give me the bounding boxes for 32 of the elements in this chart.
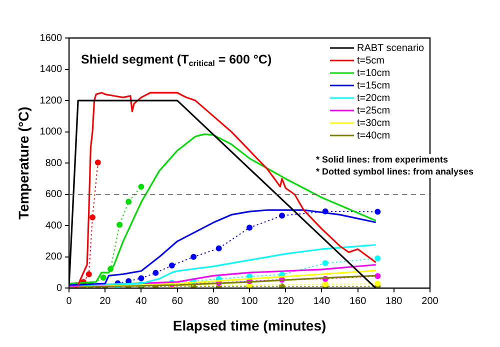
y-tick-label: 600 <box>45 189 62 200</box>
y-tick-label: 1600 <box>40 32 62 44</box>
x-tick-label: 0 <box>66 296 72 307</box>
x-tick-label: 200 <box>422 296 439 307</box>
y-tick-label: 0 <box>56 282 62 294</box>
y-axis-title: Temperature (°C) <box>15 106 32 220</box>
legend-label: t=40cm <box>357 130 390 142</box>
x-tick-label: 20 <box>100 296 112 307</box>
x-tick-label: 80 <box>208 296 220 307</box>
y-tick-label: 400 <box>45 220 62 232</box>
legend-label: t=15cm <box>357 80 390 92</box>
x-tick-label: 100 <box>241 296 258 307</box>
x-tick-label: 40 <box>136 296 148 307</box>
y-tick-label: 1000 <box>40 126 62 138</box>
y-tick-label: 1200 <box>40 95 62 106</box>
x-tick-label: 180 <box>386 296 403 307</box>
legend-label: t=25cm <box>357 105 390 116</box>
x-axis-title: Elapsed time (minutes) <box>172 317 326 334</box>
y-tick-label: 200 <box>45 252 62 263</box>
annotation: * Solid lines: from experiments <box>316 154 448 164</box>
legend-label: t=5cm <box>357 55 385 66</box>
x-tick-label: 140 <box>313 296 330 307</box>
legend-label: t=20cm <box>357 92 390 104</box>
x-tick-label: 160 <box>349 296 367 307</box>
y-tick-label: 800 <box>45 158 62 169</box>
y-tick-label: 1400 <box>40 64 62 76</box>
x-tick-label: 120 <box>277 296 294 307</box>
legend-label: t=30cm <box>357 118 390 129</box>
legend-label: RABT scenario <box>357 42 425 54</box>
legend-label: t=10cm <box>357 68 390 79</box>
annotation: * Dotted symbol lines: from analyses <box>316 166 474 176</box>
x-tick-label: 60 <box>172 296 184 307</box>
